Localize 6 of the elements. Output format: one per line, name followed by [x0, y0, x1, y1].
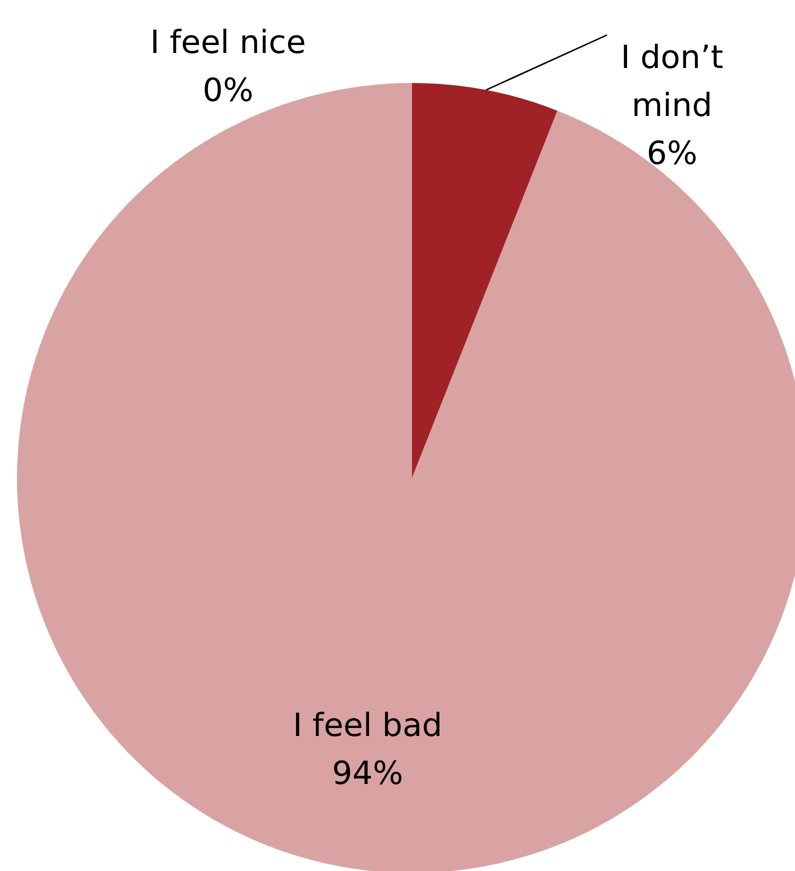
category-label: I feel nice: [150, 23, 306, 61]
slice-label: I feel bad: [292, 706, 442, 744]
data-label: 6%: [646, 134, 698, 172]
text: 0%: [202, 71, 254, 109]
data-label: 94%: [332, 754, 404, 792]
slice-label: I don’t mind: [620, 38, 724, 124]
